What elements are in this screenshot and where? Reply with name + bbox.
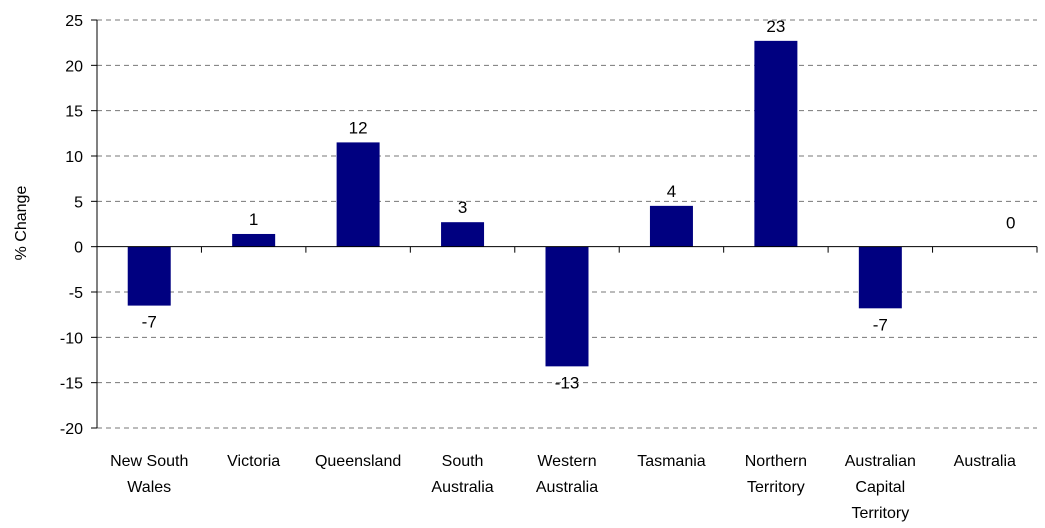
bar <box>232 233 276 247</box>
data-label: 3 <box>458 198 467 217</box>
y-tick-label: -10 <box>60 330 83 347</box>
x-category-label: Australian <box>845 453 916 470</box>
x-category-label: Territory <box>747 479 805 496</box>
data-label: -13 <box>555 373 580 392</box>
y-tick-labels: 25 20 15 10 5 0 -5 -10 -15 -20 <box>60 13 83 438</box>
y-tick-label: 5 <box>74 194 83 211</box>
data-label: 1 <box>249 210 258 229</box>
x-category-label: Northern <box>745 453 807 470</box>
y-tick-label: 10 <box>65 149 83 166</box>
data-label: 23 <box>766 17 785 36</box>
x-category-labels: New South Wales Victoria Queensland South Aus… <box>110 453 1016 522</box>
y-tick-label: 25 <box>65 13 83 30</box>
x-category-label: Territory <box>851 505 909 522</box>
bar <box>858 246 902 309</box>
data-label: -7 <box>142 313 157 332</box>
gridlines <box>97 19 1037 429</box>
bar <box>754 40 798 247</box>
bar <box>649 205 693 247</box>
data-label: 0 <box>1006 214 1015 233</box>
x-category-label: Capital <box>855 479 905 496</box>
x-category-label: Western <box>537 453 596 470</box>
y-tick-label: -20 <box>60 421 83 438</box>
x-category-label: South <box>442 453 484 470</box>
data-labels: -7 1 12 3 -13 4 23 -7 0 <box>142 17 1016 392</box>
y-axis-title: % Change <box>13 186 30 261</box>
y-tick-label: 15 <box>65 104 83 121</box>
x-category-label: Victoria <box>227 453 280 470</box>
bar <box>545 246 589 367</box>
data-label: -7 <box>873 315 888 334</box>
y-tick-label: 20 <box>65 58 83 75</box>
bar <box>441 222 485 247</box>
bars <box>127 40 902 367</box>
axes <box>91 19 1038 429</box>
x-category-label: Queensland <box>315 453 401 470</box>
data-label: 12 <box>349 118 368 137</box>
bar <box>127 246 171 306</box>
x-category-label: New South <box>110 453 188 470</box>
x-category-label: Australia <box>536 479 598 496</box>
x-category-label: Australia <box>431 479 493 496</box>
data-label: 4 <box>667 182 676 201</box>
y-tick-label: -5 <box>69 285 83 302</box>
y-tick-label: 0 <box>74 240 83 257</box>
bar <box>336 142 380 247</box>
y-tick-label: -15 <box>60 376 83 393</box>
x-category-label: Wales <box>127 479 171 496</box>
x-category-label: Australia <box>954 453 1016 470</box>
x-category-label: Tasmania <box>637 453 706 470</box>
